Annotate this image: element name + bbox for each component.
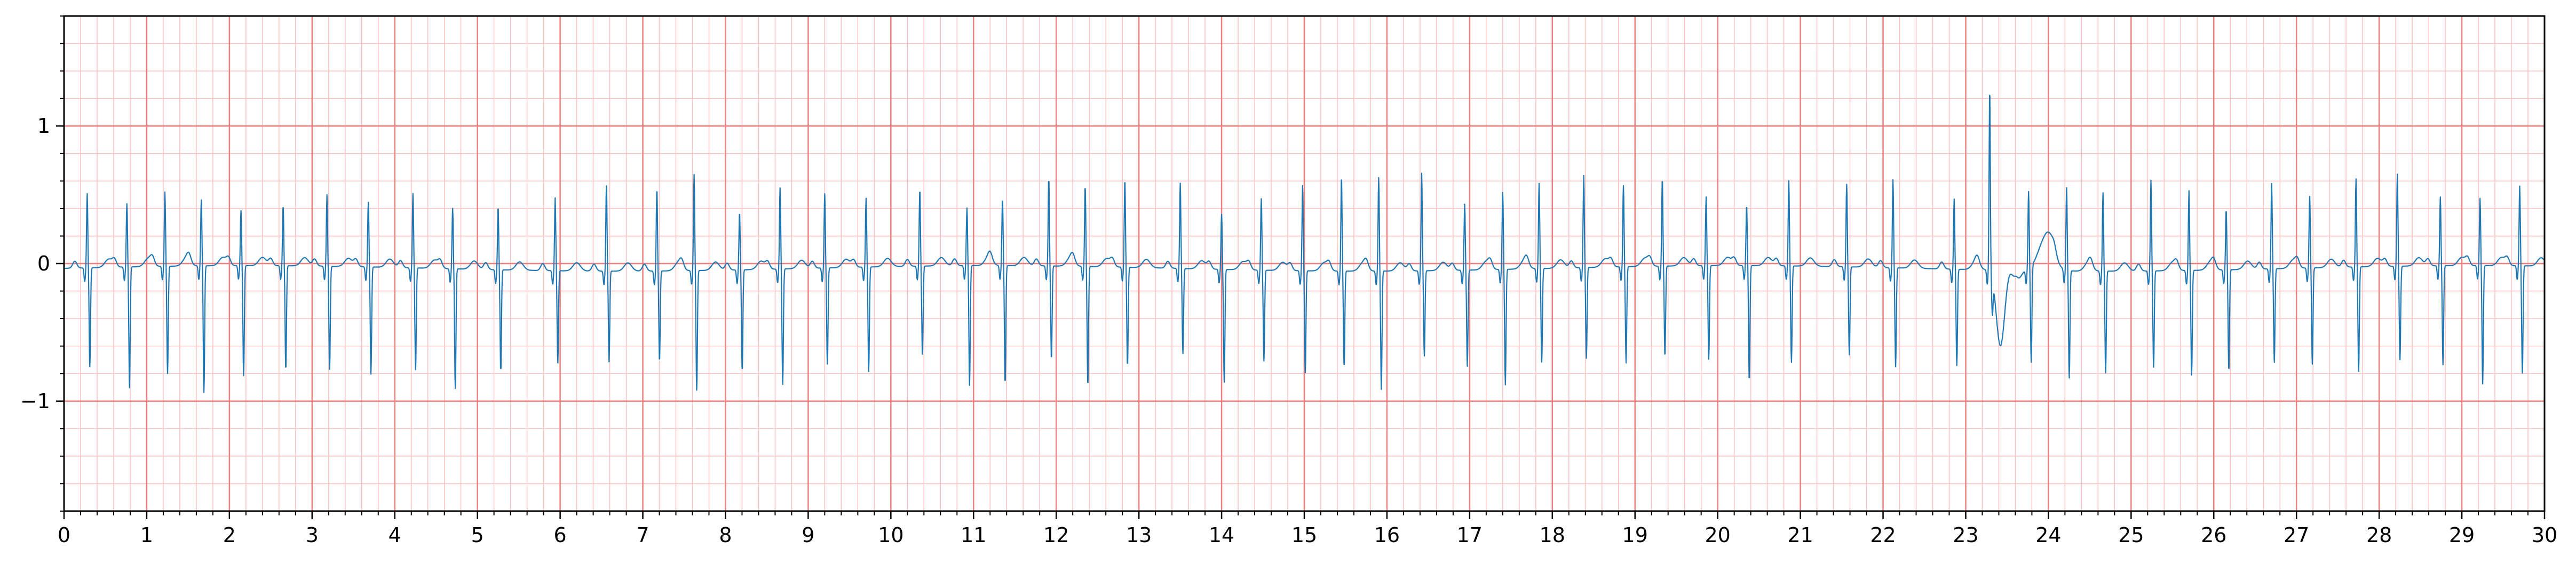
- ecg-trace-line: [64, 94, 2545, 393]
- x-tick-label: 9: [802, 523, 814, 547]
- x-tick-label: 11: [961, 523, 986, 547]
- x-axis: 0 1 2 3 4 5 6 7 8 9 10 11 12 13 14 15 16 17 18 19 20 21 22 23 24…: [58, 511, 2557, 547]
- x-tick-label: 22: [1870, 523, 1896, 547]
- x-tick-label: 10: [878, 523, 903, 547]
- y-tick-label: 1: [37, 114, 50, 138]
- x-tick-label: 28: [2366, 523, 2392, 547]
- ecg-trace-layer: [64, 94, 2545, 393]
- x-tick-label: 6: [554, 523, 567, 547]
- x-tick-label: 26: [2201, 523, 2226, 547]
- x-tick-label: 8: [719, 523, 732, 547]
- x-tick-label: 19: [1622, 523, 1648, 547]
- x-tick-label: 14: [1209, 523, 1234, 547]
- x-tick-label: 17: [1457, 523, 1483, 547]
- x-tick-label: 29: [2449, 523, 2475, 547]
- y-axis: −1 0 1: [20, 15, 64, 512]
- x-tick-label: 18: [1540, 523, 1565, 547]
- x-tick-label: 21: [1787, 523, 1813, 547]
- x-tick-label: 30: [2532, 523, 2557, 547]
- x-tick-label: 20: [1705, 523, 1730, 547]
- x-tick-label: 16: [1374, 523, 1400, 547]
- x-tick-label: 3: [306, 523, 319, 547]
- x-tick-label: 2: [223, 523, 236, 547]
- x-tick-label: 13: [1126, 523, 1152, 547]
- x-tick-label: 25: [2118, 523, 2144, 547]
- x-tick-label: 24: [2035, 523, 2061, 547]
- x-tick-label: 15: [1291, 523, 1317, 547]
- x-tick-label: 1: [140, 523, 153, 547]
- x-tick-label: 0: [58, 523, 70, 547]
- x-tick-label: 23: [1953, 523, 1978, 547]
- y-tick-label: −1: [20, 389, 50, 413]
- y-tick-label: 0: [37, 252, 50, 275]
- x-tick-label: 12: [1043, 523, 1069, 547]
- x-tick-label: 4: [389, 523, 401, 547]
- x-tick-label: 27: [2284, 523, 2309, 547]
- x-tick-label: 7: [636, 523, 649, 547]
- x-tick-label: 5: [471, 523, 484, 547]
